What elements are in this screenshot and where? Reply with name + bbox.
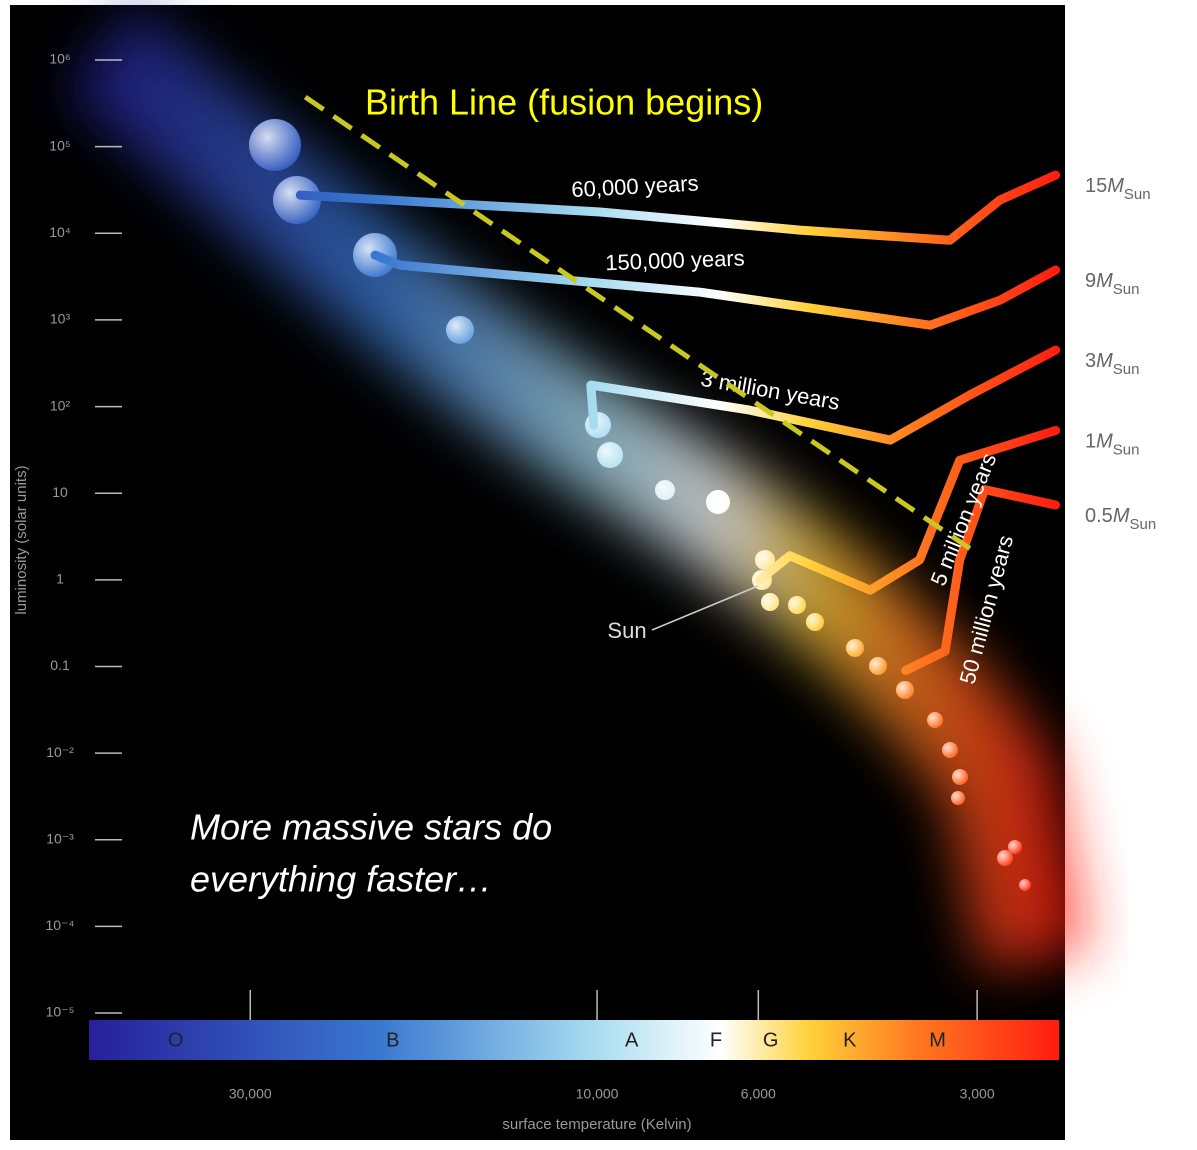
star-shine (761, 593, 779, 611)
page: Pre-main-sequence evolution {"chart_data… (0, 0, 1197, 1145)
series-label: 9MSun (1085, 270, 1140, 298)
series-label: 1MSun (1085, 431, 1140, 459)
spectral-class: M (929, 1029, 946, 1051)
y-axis-label: luminosity (solar units) (13, 465, 30, 614)
star-shine (951, 791, 965, 805)
star-shine (942, 742, 958, 758)
spectral-class: B (386, 1029, 399, 1051)
star-shine (1008, 840, 1022, 854)
series-label: 0.5MSun (1085, 505, 1156, 533)
x-tick-label: 10,000 (576, 1086, 619, 1102)
star-shine (952, 769, 968, 785)
y-tick-label: 10² (50, 397, 71, 413)
y-tick-label: 10⁻³ (46, 830, 74, 846)
birth-line-label: Birth Line (fusion begins) (365, 82, 763, 123)
y-tick-label: 10⁻⁵ (46, 1004, 75, 1020)
star-shine (597, 442, 623, 468)
y-tick-label: 0.1 (50, 657, 70, 673)
spectral-class: G (763, 1029, 779, 1051)
y-tick-label: 10⁻⁴ (46, 917, 75, 933)
body: 10⁶ 10⁵ 10⁴ 10³ 10² 10 1 0.1 10⁻² 10⁻³ 10⁻⁴ 10⁻⁵ 30,… (0, 0, 1197, 1145)
y-tick-label: 10³ (50, 311, 71, 327)
star-shine (806, 613, 824, 631)
y-tick-label: 10⁴ (49, 224, 71, 240)
star-shine (896, 681, 914, 699)
x-tick-label: 30,000 (229, 1086, 272, 1102)
track-label: 150,000 years (605, 245, 745, 275)
x-tick-label: 6,000 (741, 1086, 776, 1102)
series-label: 3MSun (1085, 350, 1140, 378)
spectral-band (89, 1020, 1059, 1060)
x-axis-label: surface temperature (Kelvin) (502, 1116, 691, 1133)
y-tick-label: 10⁻² (46, 744, 74, 760)
y-tick-label: 1 (56, 571, 64, 587)
star-shine (446, 316, 474, 344)
star-shine (788, 596, 806, 614)
spectral-class: F (710, 1029, 722, 1051)
series-label: 15MSun (1085, 175, 1151, 203)
star-shine (1019, 879, 1031, 891)
sun-label: Sun (607, 618, 646, 643)
star-shine (846, 639, 864, 657)
y-tick-label: 10⁵ (49, 137, 70, 153)
y-tick-label: 10⁶ (49, 51, 70, 67)
chart: 10⁶ 10⁵ 10⁴ 10³ 10² 10 1 0.1 10⁻² 10⁻³ 10⁻⁴ 10⁻⁵ 30,… (0, 0, 1197, 1145)
spectral-class: O (168, 1029, 184, 1051)
spectral-class: A (625, 1029, 639, 1051)
x-tick-label: 3,000 (960, 1086, 995, 1102)
star-shine (249, 119, 301, 171)
y-tick-label: 10 (52, 484, 68, 500)
star-shine (706, 490, 730, 514)
star-shine (927, 712, 943, 728)
star-shine (655, 480, 675, 500)
star-shine (869, 657, 887, 675)
note: everything faster… (190, 859, 492, 900)
spectral-class: K (843, 1029, 857, 1051)
note: More massive stars do (190, 807, 552, 848)
